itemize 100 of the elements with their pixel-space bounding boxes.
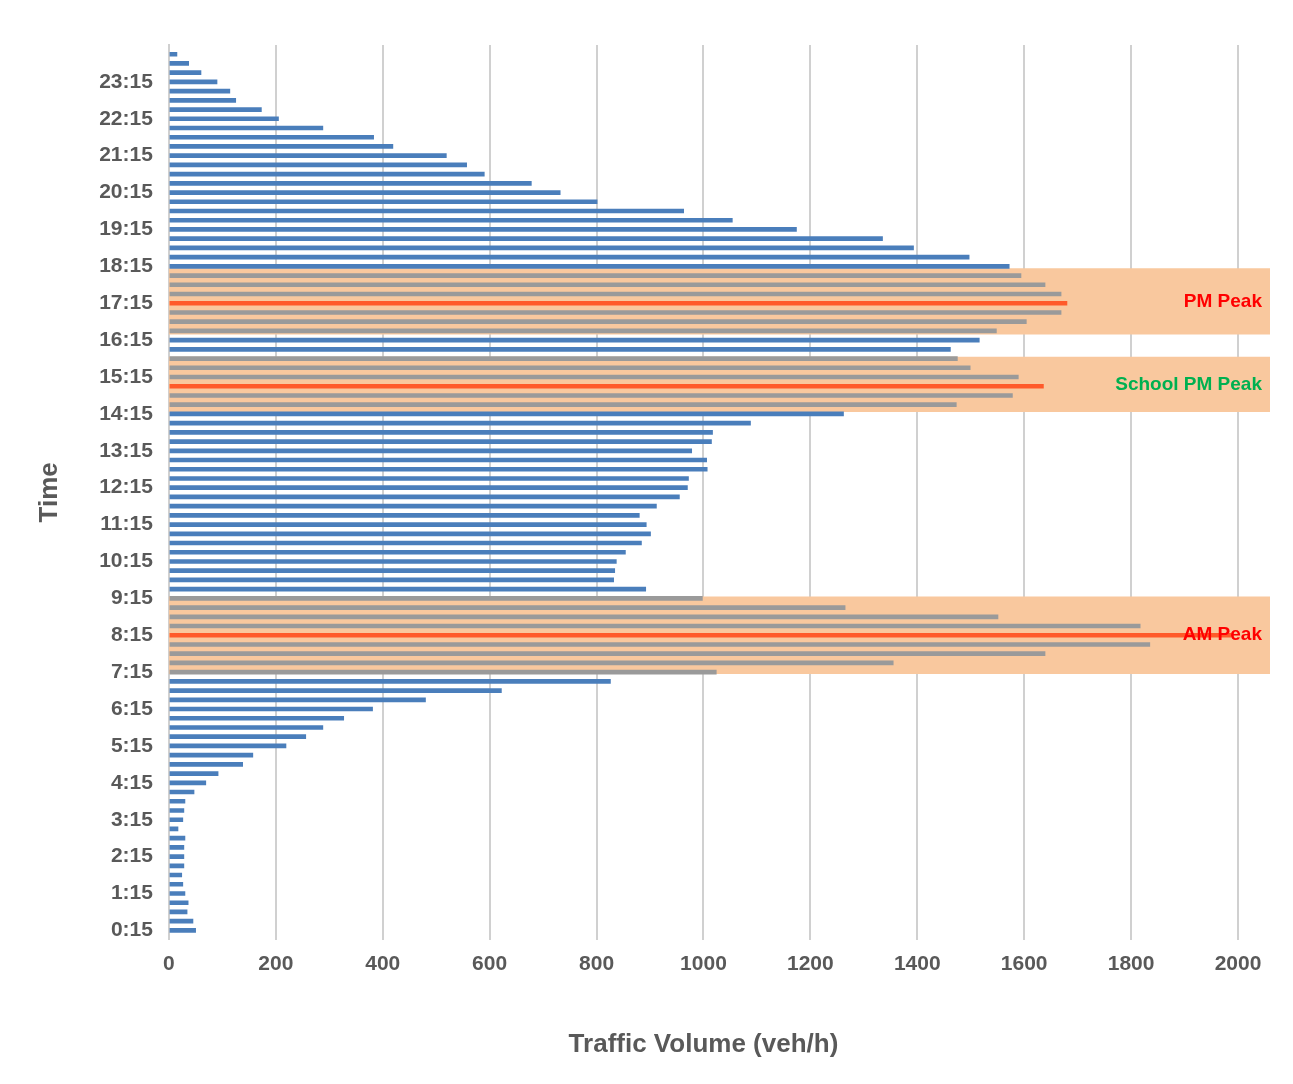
y-tick-label: 2:15 [110,843,154,867]
bar [169,181,532,186]
bar [169,383,1044,389]
y-tick-label: 8:15 [110,622,154,646]
bar [169,513,640,518]
x-tick-label: 400 [365,951,401,974]
y-tick-label: 3:15 [110,806,154,830]
x-axis-title: Traffic Volume (veh/h) [568,1027,839,1058]
y-tick-label: 9:15 [110,585,154,609]
bar [169,817,184,823]
bar [169,881,184,887]
bar [169,845,185,850]
bar [169,863,185,869]
x-tick-label: 2000 [1214,951,1262,974]
y-tick-label: 7:15 [110,658,154,682]
bar [169,319,1027,325]
bar [169,134,374,140]
bar [169,51,178,57]
y-tick-label: 11:15 [100,511,154,535]
bar [169,199,598,205]
bar [169,522,647,527]
y-tick-label: 15:15 [99,363,154,387]
bar [169,549,626,555]
y-tick-label: 18:15 [99,253,154,277]
bar [169,190,561,195]
bar [169,476,689,481]
y-tick-label: 6:15 [110,695,154,719]
bar [169,227,797,232]
y-tick-label: 20:15 [99,179,154,203]
y-tick-label: 14:15 [99,400,154,424]
bar [169,273,1022,278]
bar [169,144,394,149]
bar [169,116,279,122]
y-tick-label: 21:15 [99,142,154,166]
bar [169,679,611,684]
bar [169,596,703,601]
x-tick-label: 1600 [1000,951,1048,974]
y-tick-label: 17:15 [99,290,154,314]
bar [169,393,1013,398]
bar [169,642,1151,647]
bar [169,347,951,352]
bar [169,217,733,223]
bar [169,485,688,491]
bar [169,282,1046,288]
y-tick-label: 19:15 [99,216,154,240]
band-label: School PM Peak [1115,372,1263,394]
bar [169,531,651,537]
x-tick-label: 1200 [787,951,834,974]
bar [169,98,237,103]
bar [169,439,712,444]
band-label: PM Peak [1183,289,1263,311]
bar [169,928,196,933]
bar [169,900,189,906]
bar [169,688,502,693]
bar [169,61,190,66]
bar [169,854,185,859]
bar [169,568,616,574]
x-tick-label: 1000 [680,951,727,974]
y-tick-label: 12:15 [99,474,154,498]
y-axis-title: Time [32,462,63,523]
bar [169,365,971,371]
y-tick-label: 5:15 [110,732,154,756]
bar [169,762,244,767]
bar [169,466,708,472]
y-tick-label: 13:15 [99,437,154,461]
x-tick-label: 200 [258,951,294,974]
bar [169,264,1010,269]
x-tick-label: 0 [163,951,175,974]
x-tick-label: 800 [579,951,615,974]
x-tick-label: 1400 [893,951,941,974]
y-tick-label: 16:15 [99,326,154,350]
bar [169,891,186,896]
bar [169,771,219,776]
bar [169,715,345,721]
bar [169,236,883,242]
bar [169,651,1046,657]
bar [169,734,307,740]
bar [169,614,999,620]
bar [169,780,207,786]
y-tick-label: 1:15 [110,880,154,904]
bar [169,559,617,564]
band-label: AM Peak [1182,623,1263,645]
bar [169,808,185,813]
bar [169,153,447,158]
bar [169,448,693,454]
y-tick-label: 0:15 [110,917,154,941]
y-tick-label: 23:15 [99,68,154,92]
x-tick-label: 600 [472,951,508,974]
x-tick-label: 1800 [1107,951,1155,974]
bar [169,697,426,703]
bar [169,70,202,75]
bar [169,725,324,730]
y-tick-label: 10:15 [99,548,154,572]
bar [169,402,957,408]
bar [169,798,186,804]
bar [169,430,713,435]
bar [169,356,958,361]
y-tick-label: 22:15 [99,105,154,129]
y-tick-label: 4:15 [110,769,154,793]
bar [169,310,1062,315]
